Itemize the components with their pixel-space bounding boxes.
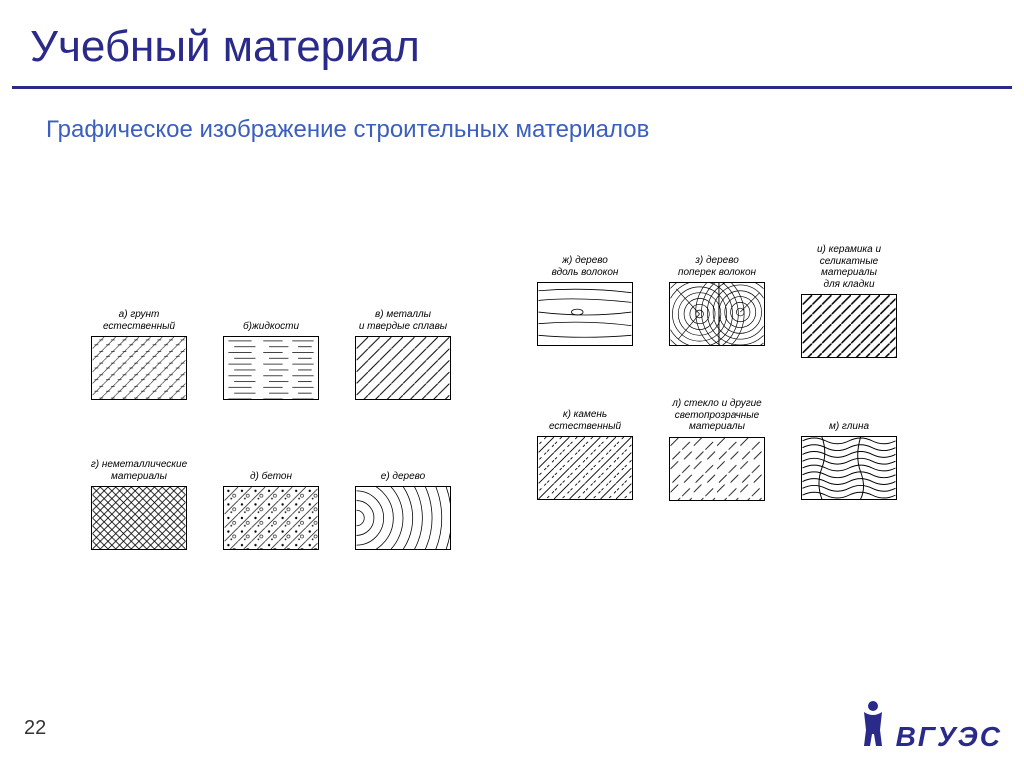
swatch-cell-v: в) металлы и твердые сплавы <box>348 298 458 400</box>
swatch-caption: д) бетон <box>250 448 292 486</box>
title-underline <box>12 86 1012 89</box>
swatch-caption: ж) дерево вдоль волокон <box>552 244 619 282</box>
swatch-caption: в) металлы и твердые сплавы <box>359 298 447 336</box>
swatch-crosshatch <box>91 486 187 550</box>
swatch-caption: к) камень естественный <box>549 398 621 436</box>
swatch-caption: б)жидкости <box>243 298 299 336</box>
swatch-cell-e: е) дерево <box>348 448 458 550</box>
swatch-caption: л) стекло и другие светопрозрачные матер… <box>672 398 762 437</box>
page-number: 22 <box>24 717 46 740</box>
swatch-caption: и) керамика и селикатные материалы для к… <box>817 244 881 294</box>
swatch-caption: а) грунт естественный <box>84 298 194 336</box>
swatch-stone <box>537 436 633 500</box>
swatch-cell-l: л) стекло и другие светопрозрачные матер… <box>662 398 772 501</box>
swatch-cell-g: г) неметаллические материалы <box>84 448 194 550</box>
swatch-clay <box>801 436 897 500</box>
swatch-grid-right: ж) дерево вдоль волокон з) дерево поперек… <box>530 244 904 501</box>
footer-logo: ВГУЭС <box>856 700 1002 754</box>
swatch-ceramic <box>801 294 897 358</box>
swatch-soil <box>91 336 187 400</box>
swatch-grid-left: а) грунт естественный б)жидкости в) металл… <box>84 298 458 550</box>
swatch-liquid <box>223 336 319 400</box>
swatch-glass <box>669 437 765 501</box>
swatch-caption: з) дерево поперек волокон <box>678 244 756 282</box>
swatch-cell-m: м) глина <box>794 398 904 501</box>
swatch-cell-z: з) дерево поперек волокон <box>662 244 772 358</box>
swatch-cell-d: д) бетон <box>216 448 326 550</box>
swatch-wood-arc <box>355 486 451 550</box>
swatch-cell-a: а) грунт естественный <box>84 298 194 400</box>
swatch-concrete <box>223 486 319 550</box>
logo-text: ВГУЭС <box>896 721 1002 753</box>
swatch-cell-zh: ж) дерево вдоль волокон <box>530 244 640 358</box>
subtitle: Графическое изображение строительных мат… <box>46 116 649 144</box>
swatch-cell-k: к) камень естественный <box>530 398 640 501</box>
swatch-caption: г) неметаллические материалы <box>91 448 187 486</box>
swatch-wood-cross <box>669 282 765 346</box>
swatch-metal <box>355 336 451 400</box>
swatch-wood-long <box>537 282 633 346</box>
slide-title: Учебный материал <box>30 22 420 72</box>
swatch-cell-b: б)жидкости <box>216 298 326 400</box>
logo-figure-icon <box>856 700 890 746</box>
swatch-cell-i: и) керамика и селикатные материалы для к… <box>794 244 904 358</box>
swatch-caption: е) дерево <box>381 448 425 486</box>
swatch-caption: м) глина <box>829 398 869 436</box>
